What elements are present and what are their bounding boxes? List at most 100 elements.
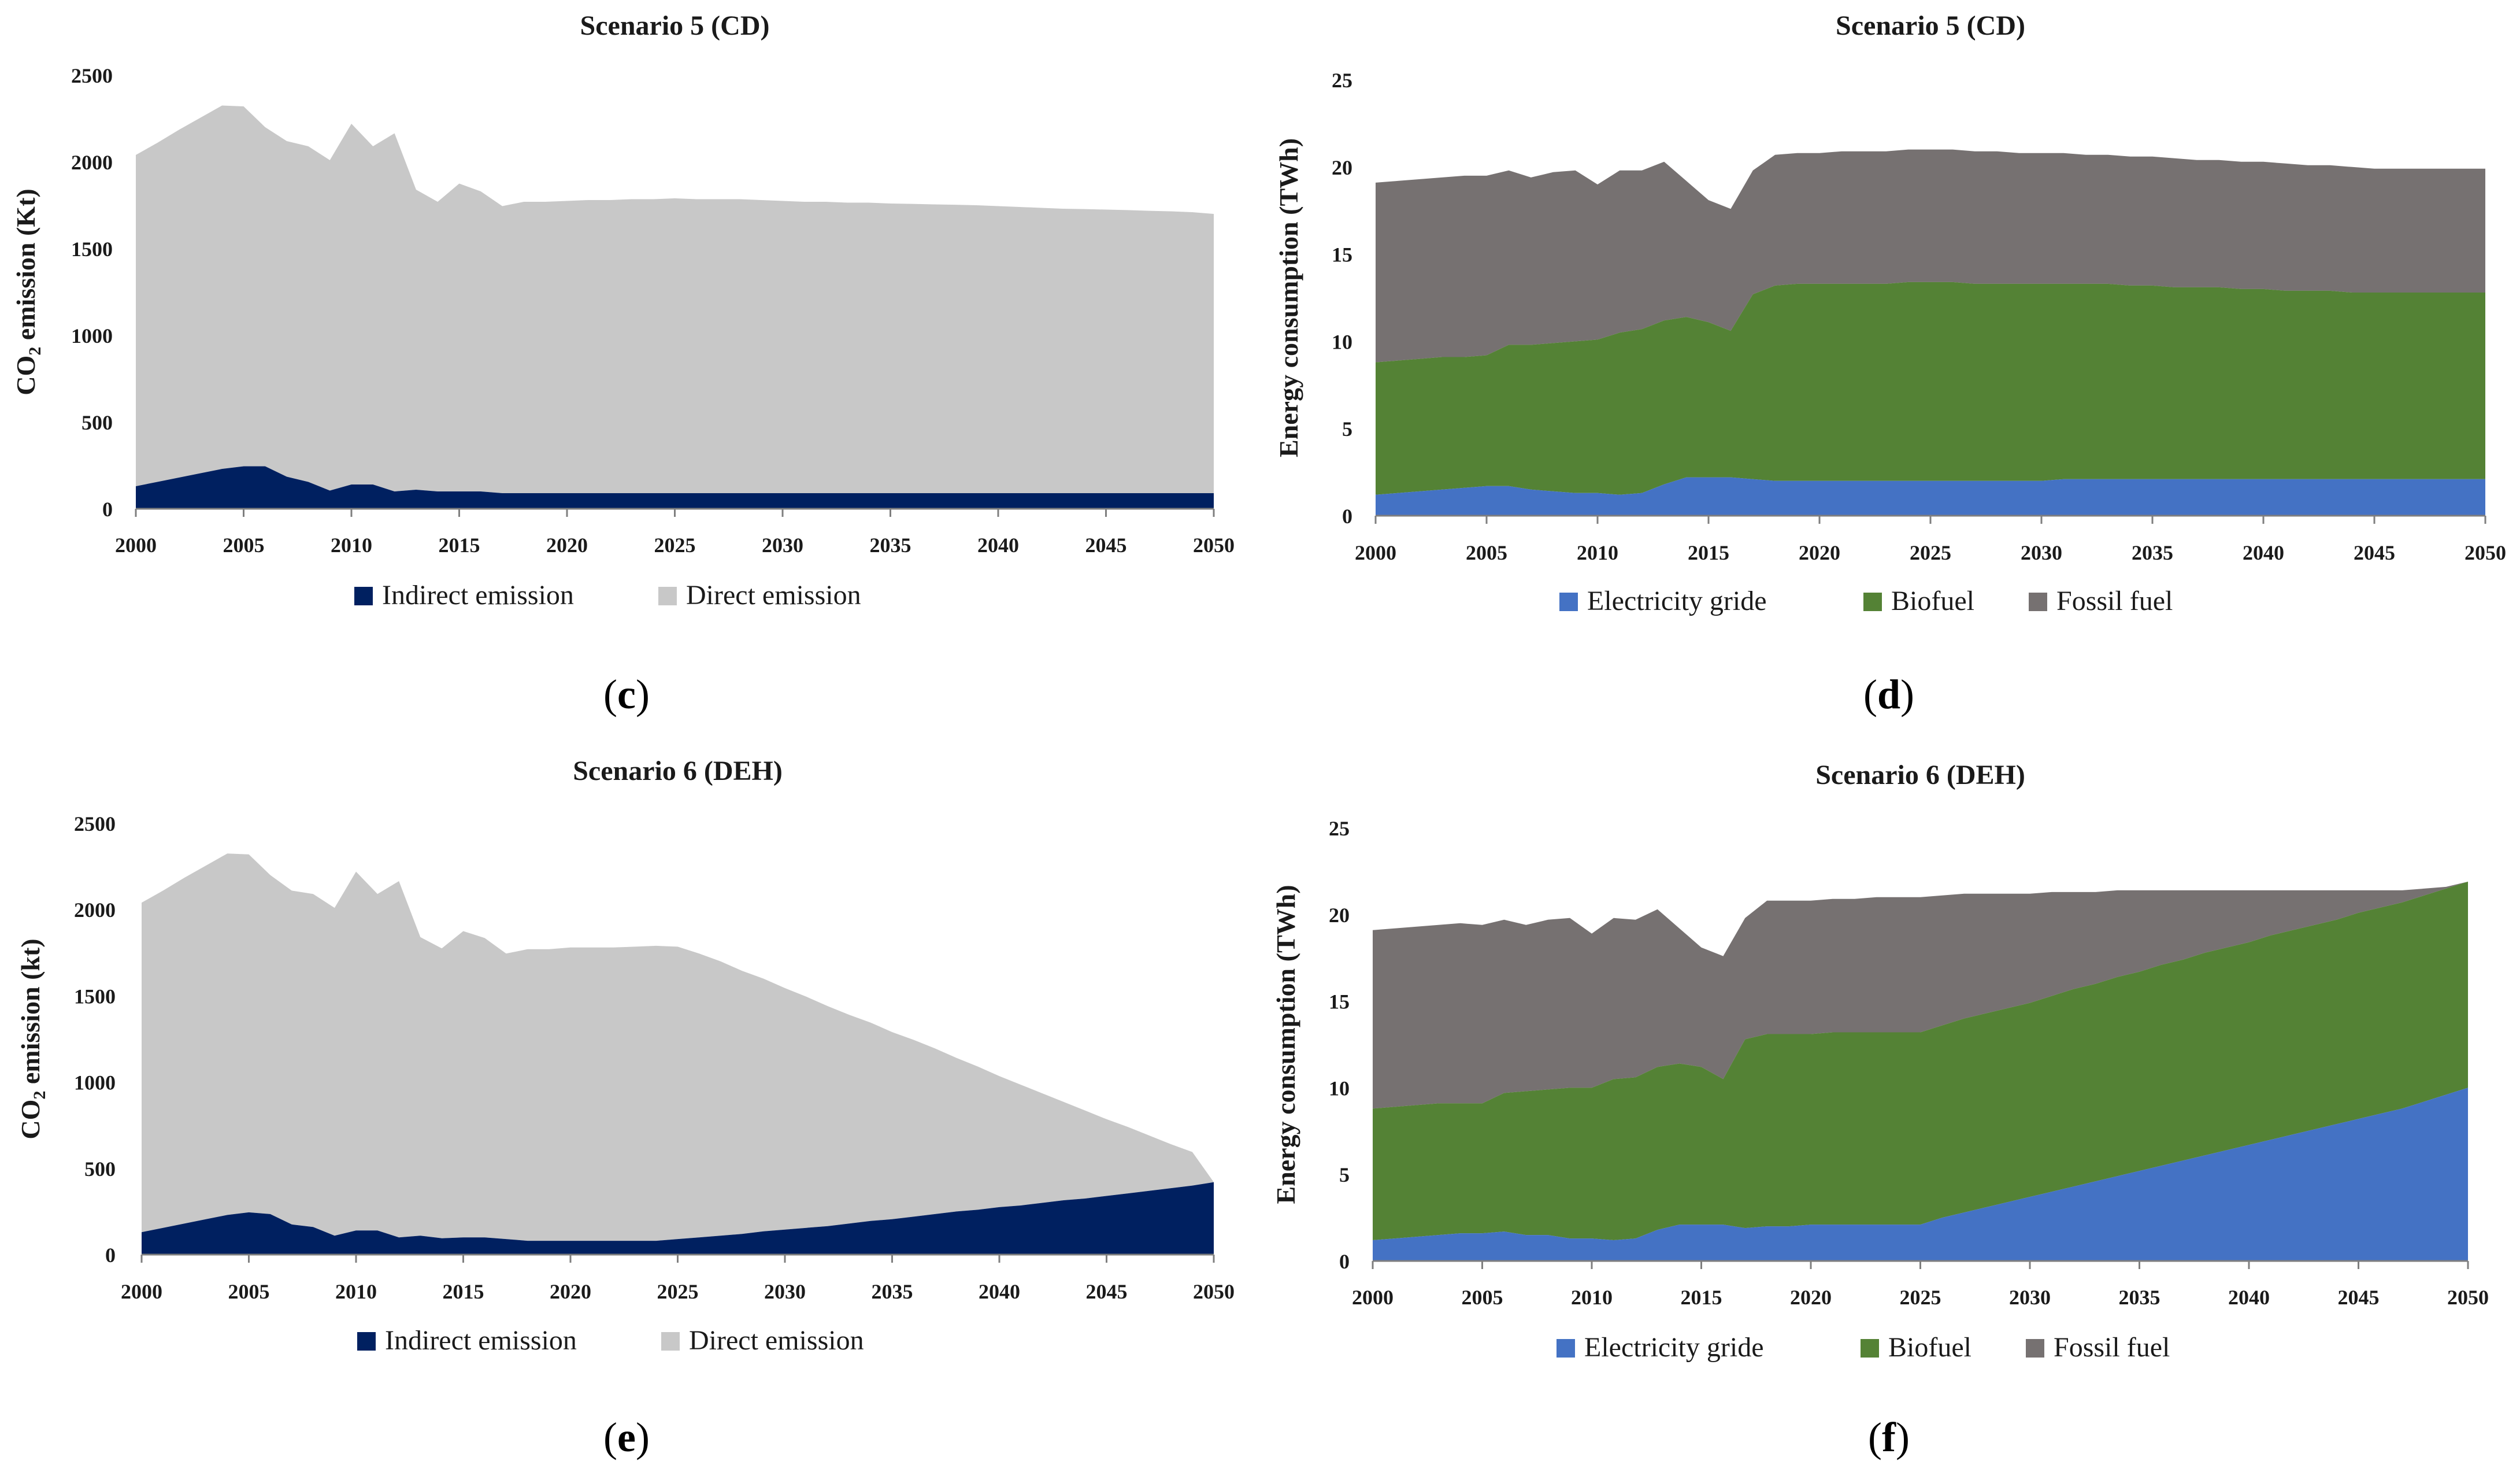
area-direct-emission bbox=[142, 853, 1214, 1241]
x-tick-label: 2045 bbox=[2354, 541, 2395, 564]
y-tick-label: 1500 bbox=[74, 985, 116, 1008]
area-biofuel bbox=[1373, 881, 2468, 1240]
y-tick-label: 500 bbox=[84, 1157, 116, 1181]
x-tick-label: 2020 bbox=[546, 534, 588, 557]
x-tick-label: 2010 bbox=[331, 534, 372, 557]
chart-f: Scenario 6 (DEH)2000 2005 2010 2015 2020 2025… bbox=[1271, 760, 2489, 1363]
legend-swatch-fossil-fuel bbox=[2029, 593, 2047, 611]
x-tick-label: 2025 bbox=[657, 1280, 699, 1303]
legend-swatch-fossil-fuel bbox=[2026, 1339, 2044, 1358]
x-tick-label: 2015 bbox=[1688, 541, 1729, 564]
x-tick-label: 2000 bbox=[115, 534, 157, 557]
area-fossil-fuel bbox=[1373, 881, 2468, 1109]
x-tick-label: 2040 bbox=[979, 1280, 1020, 1303]
y-tick-label: 25 bbox=[1332, 69, 1352, 92]
x-tick-label: 2035 bbox=[872, 1280, 913, 1303]
y-tick-label: 1000 bbox=[74, 1071, 116, 1094]
y-axis-label: Energy consumption (TWh) bbox=[1274, 138, 1303, 457]
x-tick-label: 2000 bbox=[1355, 541, 1396, 564]
x-tick-label: 2005 bbox=[223, 534, 265, 557]
y-tick-label: 500 bbox=[81, 411, 113, 434]
legend-label: Biofuel bbox=[1891, 586, 1974, 616]
y-tick-label: 2500 bbox=[74, 812, 116, 835]
x-tick-label: 2010 bbox=[335, 1280, 377, 1303]
legend-label: Direct emission bbox=[689, 1325, 864, 1356]
panel-label-d: (d) bbox=[1863, 671, 1914, 717]
legend: Electricity gride Biofuel Fossil fuel bbox=[1559, 586, 2173, 616]
legend-swatch-electricity-gride bbox=[1559, 593, 1578, 611]
y-axis-label: CO2 emission (kt) bbox=[16, 938, 49, 1139]
area-fossil-fuel bbox=[1376, 149, 2485, 363]
x-tick-label: 2010 bbox=[1571, 1286, 1613, 1309]
x-tick-label: 2000 bbox=[121, 1280, 162, 1303]
y-tick-label: 0 bbox=[102, 498, 113, 521]
x-tick-label: 2040 bbox=[2228, 1286, 2270, 1309]
y-tick-label: 25 bbox=[1329, 817, 1350, 840]
legend: Indirect emission Direct emission bbox=[357, 1325, 864, 1356]
x-tick-label: 2020 bbox=[550, 1280, 591, 1303]
area-biofuel bbox=[1376, 282, 2485, 495]
x-tick-label: 2035 bbox=[2132, 541, 2173, 564]
x-tick-label: 2015 bbox=[443, 1280, 484, 1303]
legend-label: Electricity gride bbox=[1587, 586, 1767, 616]
panel-label-e: (e) bbox=[603, 1414, 650, 1460]
legend-label: Indirect emission bbox=[382, 580, 574, 611]
legend-label: Fossil fuel bbox=[2056, 586, 2173, 616]
chart-title: Scenario 5 (CD) bbox=[580, 10, 770, 41]
panel-label-f: (f) bbox=[1868, 1414, 1910, 1460]
x-tick-label: 2000 bbox=[1352, 1286, 1394, 1309]
legend-label: Electricity gride bbox=[1584, 1332, 1764, 1363]
area-electricity-gride bbox=[1376, 477, 2485, 516]
legend: Indirect emission Direct emission bbox=[354, 580, 861, 611]
y-axis-label: Energy consumption (TWh) bbox=[1271, 885, 1300, 1204]
y-tick-label: 2000 bbox=[71, 151, 113, 174]
panel-label-c: (c) bbox=[603, 671, 650, 717]
x-tick-label: 2030 bbox=[762, 534, 803, 557]
area-electricity-gride bbox=[1373, 1088, 2468, 1261]
x-tick-label: 2030 bbox=[2009, 1286, 2051, 1309]
x-tick-label: 2005 bbox=[228, 1280, 270, 1303]
legend-swatch-biofuel bbox=[1861, 1339, 1879, 1358]
legend-label: Indirect emission bbox=[385, 1325, 577, 1356]
legend-swatch-biofuel bbox=[1863, 593, 1882, 611]
y-tick-label: 15 bbox=[1332, 243, 1352, 267]
x-tick-label: 2035 bbox=[870, 534, 911, 557]
x-tick-label: 2045 bbox=[1085, 534, 1127, 557]
y-tick-label: 1500 bbox=[71, 238, 113, 261]
x-tick-label: 2025 bbox=[1910, 541, 1951, 564]
y-tick-label: 0 bbox=[1342, 505, 1352, 528]
y-tick-label: 20 bbox=[1329, 904, 1350, 927]
x-tick-label: 2015 bbox=[1681, 1286, 1722, 1309]
y-axis-label: CO2 emission (Kt) bbox=[11, 188, 45, 395]
x-tick-label: 2025 bbox=[654, 534, 696, 557]
x-tick-label: 2005 bbox=[1466, 541, 1507, 564]
chart-d: Scenario 5 (CD)2000 2005 2010 2015 2020 2025 2… bbox=[1274, 10, 2506, 616]
x-tick-label: 2035 bbox=[2119, 1286, 2160, 1309]
y-tick-label: 10 bbox=[1329, 1077, 1350, 1100]
x-tick-label: 2025 bbox=[1900, 1286, 1941, 1309]
legend-swatch-indirect-emission bbox=[357, 1332, 376, 1351]
y-tick-label: 2500 bbox=[71, 64, 113, 87]
y-tick-label: 5 bbox=[1342, 417, 1352, 441]
x-tick-label: 2040 bbox=[977, 534, 1019, 557]
legend-label: Fossil fuel bbox=[2054, 1332, 2170, 1363]
x-tick-label: 2050 bbox=[2447, 1286, 2489, 1309]
x-tick-label: 2050 bbox=[1193, 1280, 1235, 1303]
legend-swatch-indirect-emission bbox=[354, 587, 373, 605]
legend-label: Biofuel bbox=[1888, 1332, 1971, 1363]
y-tick-label: 2000 bbox=[74, 898, 116, 922]
chart-c: Scenario 5 (CD) 2000 2005 2010 2015 2020 2025 2… bbox=[11, 10, 1235, 611]
x-tick-label: 2005 bbox=[1462, 1286, 1503, 1309]
y-tick-label: 20 bbox=[1332, 156, 1352, 179]
y-tick-label: 5 bbox=[1339, 1163, 1350, 1186]
x-tick-label: 2050 bbox=[2465, 541, 2506, 564]
chart-e: Scenario 6 (DEH) 2000 2005 2010 2015 2020 2025… bbox=[16, 756, 1235, 1356]
x-tick-label: 2015 bbox=[439, 534, 480, 557]
area-direct-emission bbox=[136, 105, 1214, 493]
y-tick-label: 15 bbox=[1329, 990, 1350, 1014]
legend-swatch-electricity-gride bbox=[1557, 1339, 1575, 1358]
y-tick-label: 0 bbox=[105, 1244, 116, 1267]
x-tick-label: 2030 bbox=[764, 1280, 806, 1303]
area-indirect-emission bbox=[142, 1182, 1214, 1255]
x-tick-label: 2020 bbox=[1790, 1286, 1832, 1309]
